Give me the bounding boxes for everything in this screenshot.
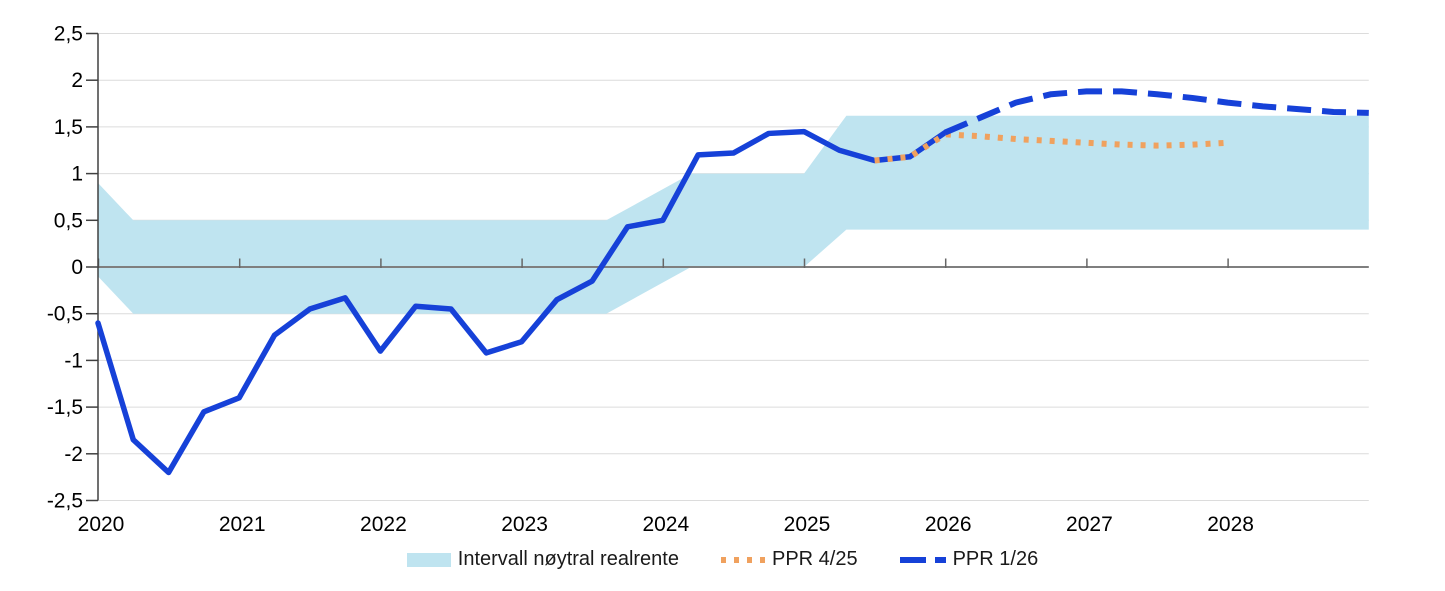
svg-text:2021: 2021 <box>219 513 266 536</box>
svg-text:2027: 2027 <box>1066 513 1113 536</box>
dotted-line-swatch-icon <box>720 556 765 563</box>
svg-text:-1: -1 <box>64 349 83 372</box>
svg-text:0,5: 0,5 <box>54 209 83 232</box>
dashed-line-swatch-icon <box>899 556 946 563</box>
legend-item-neutral-interval: Intervall nøytral realrente <box>406 548 679 571</box>
svg-text:2: 2 <box>71 69 83 92</box>
legend-label-neutral-interval: Intervall nøytral realrente <box>457 548 679 570</box>
svg-text:0: 0 <box>71 256 83 279</box>
legend-item-ppr-1-26: PPR 1/26 <box>899 548 1039 571</box>
svg-text:2024: 2024 <box>642 513 689 536</box>
svg-text:2028: 2028 <box>1207 513 1254 536</box>
legend-label-ppr-1-26: PPR 1/26 <box>952 548 1039 570</box>
svg-text:1: 1 <box>71 163 83 186</box>
svg-text:2026: 2026 <box>925 513 972 536</box>
svg-text:-2,5: -2,5 <box>47 490 83 513</box>
band-swatch-icon <box>406 552 451 567</box>
svg-text:2023: 2023 <box>501 513 548 536</box>
chart-legend: Intervall nøytral realrente PPR 4/25 PPR… <box>0 548 1445 571</box>
legend-label-ppr-4-25: PPR 4/25 <box>771 548 858 570</box>
svg-text:2022: 2022 <box>360 513 407 536</box>
svg-text:2020: 2020 <box>78 513 125 536</box>
svg-text:2,5: 2,5 <box>54 23 83 46</box>
svg-text:2025: 2025 <box>784 513 831 536</box>
svg-text:-0,5: -0,5 <box>47 303 83 326</box>
svg-text:-1,5: -1,5 <box>47 396 83 419</box>
svg-text:1,5: 1,5 <box>54 116 83 139</box>
legend-item-ppr-4-25: PPR 4/25 <box>720 548 858 571</box>
svg-text:-2: -2 <box>64 443 83 466</box>
